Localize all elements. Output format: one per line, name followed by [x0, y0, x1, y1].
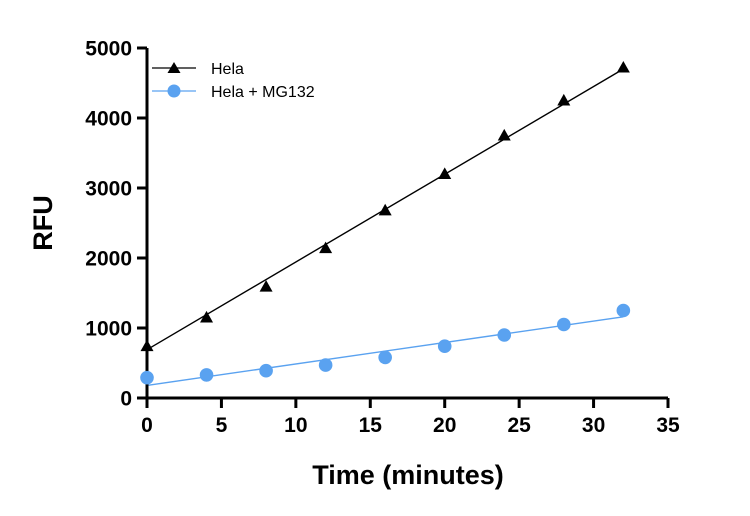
x-tick-label: 20 — [433, 414, 456, 437]
point-hela — [319, 241, 333, 254]
x-tick-label: 10 — [284, 414, 307, 437]
point-hela-mg132 — [497, 328, 512, 342]
y-tick-label: 1000 — [85, 318, 132, 341]
point-hela-mg132 — [259, 363, 273, 378]
point-hela — [259, 280, 273, 292]
x-tick-label: 5 — [216, 414, 228, 437]
x-tick-label: 30 — [582, 414, 605, 437]
point-hela — [557, 93, 571, 106]
point-hela-mg132 — [140, 370, 154, 385]
point-hela-mg132 — [318, 358, 333, 372]
x-tick-label: 15 — [359, 414, 383, 437]
point-hela — [616, 61, 630, 73]
x-axis-title: Time (minutes) — [312, 460, 504, 490]
x-tick-label: 0 — [141, 414, 153, 437]
point-hela — [497, 128, 511, 141]
y-axis-title: RFU — [28, 195, 58, 251]
point-hela — [200, 310, 214, 323]
x-tick-label: 25 — [507, 414, 531, 437]
y-tick-label: 5000 — [85, 38, 132, 61]
data-points — [140, 61, 631, 385]
legend-label-hela: Hela — [211, 61, 244, 78]
point-hela-mg132 — [199, 368, 214, 382]
point-hela-mg132 — [616, 303, 631, 318]
point-hela-mg132 — [437, 339, 452, 354]
x-tick-label: 35 — [656, 414, 680, 437]
legend: Hela Hela + MG132 — [152, 61, 315, 101]
y-tick-label: 4000 — [85, 108, 132, 131]
point-hela-mg132 — [557, 317, 571, 332]
legend-entry-hela: Hela — [152, 61, 244, 78]
y-ticks: 0 1000 2000 3000 4000 5000 — [85, 38, 147, 411]
y-tick-label: 3000 — [85, 178, 132, 201]
x-ticks: 0 5 10 15 20 25 30 35 — [141, 398, 680, 437]
legend-entry-hela-mg132: Hela + MG132 — [152, 84, 315, 101]
legend-label-hela-mg132: Hela + MG132 — [211, 84, 315, 101]
fit-lines — [146, 68, 624, 387]
y-tick-label: 0 — [120, 388, 132, 411]
point-hela-mg132 — [378, 350, 392, 365]
legend-marker-hela-mg132 — [167, 84, 181, 98]
point-hela — [378, 203, 392, 216]
point-hela — [140, 339, 154, 352]
point-hela — [438, 167, 452, 179]
legend-marker-hela — [167, 62, 181, 73]
y-tick-label: 2000 — [85, 248, 132, 271]
